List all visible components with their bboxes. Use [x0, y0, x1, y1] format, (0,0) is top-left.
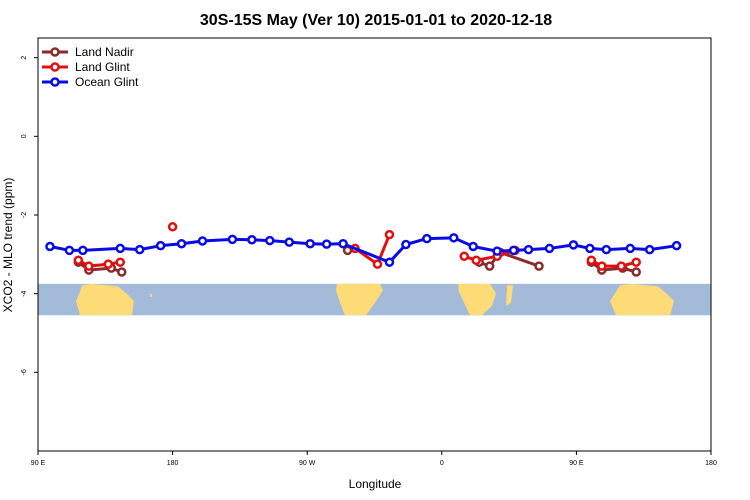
- x-axis: 90 E 180 90 W 0 90 E 180: [31, 451, 717, 467]
- data-point: [73, 255, 84, 265]
- data-point: [284, 237, 295, 247]
- y-tick-label: 2: [21, 56, 28, 60]
- data-point: [197, 236, 208, 246]
- data-point: [45, 241, 55, 252]
- legend-label: Land Nadir: [75, 45, 134, 59]
- map-land-australia-repeat: [610, 283, 674, 316]
- data-point: [117, 267, 127, 277]
- data-point: [644, 244, 655, 255]
- y-tick-label: 0: [21, 134, 28, 138]
- data-point: [115, 243, 126, 254]
- series-line-segment: [77, 258, 121, 268]
- x-tick-label: 90 E: [31, 460, 46, 467]
- data-point: [103, 259, 114, 269]
- x-tick-label: 180: [167, 460, 179, 467]
- map-land-madagascar: [506, 285, 513, 306]
- data-point: [523, 244, 534, 255]
- data-point: [544, 243, 555, 254]
- y-axis: 2 0 -2 -4 -6: [21, 56, 38, 375]
- data-point: [422, 233, 432, 244]
- data-point: [384, 229, 395, 240]
- x-tick-label: 90 E: [569, 460, 584, 467]
- x-tick-label: 90 W: [299, 460, 316, 467]
- data-point: [631, 267, 641, 277]
- y-tick-label: -4: [21, 290, 28, 296]
- chart-title: 30S-15S May (Ver 10) 2015-01-01 to 2020-…: [200, 12, 552, 29]
- data-point: [372, 259, 383, 269]
- data-point: [134, 244, 145, 255]
- legend-item: Land Glint: [42, 60, 130, 74]
- legend-label: Land Glint: [75, 60, 130, 74]
- data-point: [492, 246, 502, 256]
- legend-item: Ocean Glint: [42, 75, 139, 89]
- data-point: [176, 238, 187, 249]
- data-point: [597, 261, 607, 271]
- series-line-segment: [77, 261, 123, 274]
- legend-marker: [50, 62, 60, 72]
- data-point: [305, 238, 315, 249]
- plot-frame: [37, 37, 712, 452]
- map-land-australia: [76, 283, 134, 316]
- data-point: [449, 233, 459, 243]
- x-axis-label: Longitude: [349, 477, 402, 491]
- data-point: [586, 255, 597, 265]
- y-tick-label: -2: [21, 212, 28, 218]
- data-point: [484, 261, 495, 271]
- data-point: [568, 240, 579, 250]
- data-point: [84, 261, 94, 271]
- data-point: [227, 234, 238, 245]
- data-point: [265, 235, 275, 246]
- data-point: [401, 239, 411, 250]
- y-axis-label: XCO2 - MLO trend (ppm): [1, 178, 15, 313]
- data-point: [468, 241, 478, 252]
- data-point: [64, 245, 75, 256]
- data-point: [338, 238, 348, 249]
- map-land-islet: [150, 293, 152, 297]
- data-point: [508, 245, 519, 256]
- data-point: [155, 240, 166, 251]
- data-point: [78, 245, 88, 256]
- data-point: [459, 251, 469, 262]
- data-point: [167, 222, 178, 232]
- data-point: [384, 257, 395, 267]
- map-land-south-america: [336, 283, 383, 316]
- series-ocean-glint: [45, 233, 682, 267]
- data-point: [625, 243, 635, 254]
- series-layer: [45, 222, 682, 277]
- data-point: [631, 257, 641, 267]
- data-point: [115, 257, 126, 267]
- series-line-segment: [590, 258, 637, 268]
- data-point: [616, 261, 627, 271]
- legend-item: Land Nadir: [42, 45, 134, 59]
- legend-marker: [50, 47, 60, 57]
- data-point: [321, 239, 332, 249]
- data-point: [534, 261, 544, 271]
- data-point: [671, 240, 682, 251]
- data-point: [585, 243, 595, 254]
- y-tick-label: -6: [21, 369, 28, 375]
- series-line-segment: [463, 248, 516, 262]
- map-strip: [38, 283, 711, 316]
- legend-marker: [50, 77, 60, 87]
- x-tick-label: 180: [705, 460, 717, 467]
- data-point: [247, 235, 257, 245]
- series-line-segment: [590, 261, 637, 274]
- x-tick-label: 0: [440, 460, 444, 467]
- data-point: [471, 255, 481, 265]
- legend-label: Ocean Glint: [75, 75, 139, 89]
- map-land-africa: [458, 283, 496, 316]
- data-point: [601, 244, 612, 255]
